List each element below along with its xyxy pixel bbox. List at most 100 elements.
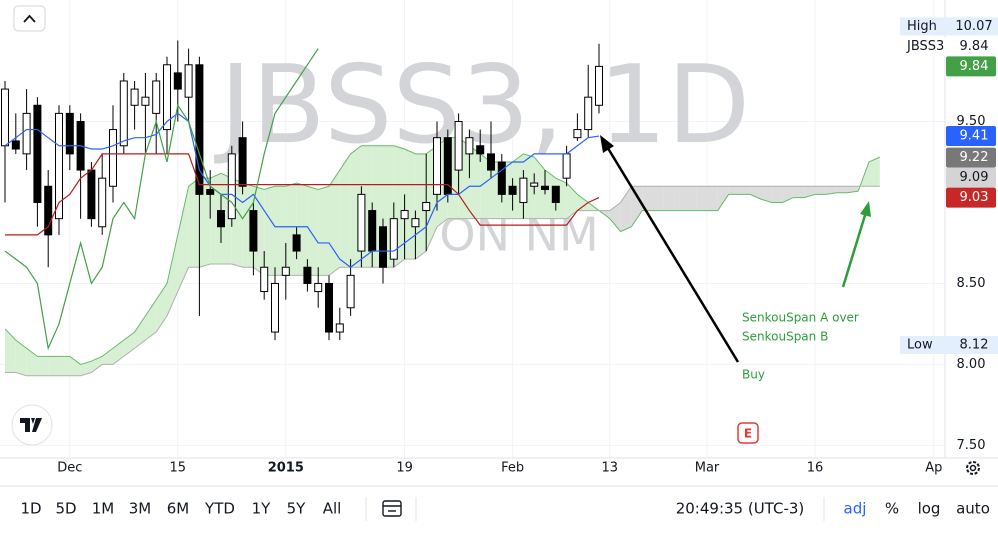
price-tag-value: 8.12	[960, 338, 989, 353]
indicator-line	[5, 153, 600, 236]
cloud-segment	[285, 183, 297, 276]
cloud-segment	[739, 186, 751, 195]
range-button[interactable]: 1M	[92, 500, 115, 518]
range-button[interactable]: YTD	[204, 500, 235, 518]
candle-body	[508, 185, 517, 195]
cloud-segment	[728, 186, 740, 195]
settings-icon[interactable]	[966, 461, 980, 475]
annotation: Buy	[742, 368, 765, 382]
candle-body	[411, 218, 420, 228]
cloud-segment	[674, 186, 686, 211]
candle-body	[454, 120, 463, 171]
logo-mark	[20, 418, 42, 432]
price-tag-value: 10.07	[955, 19, 992, 34]
range-button[interactable]: 5Y	[287, 500, 307, 518]
cloud-segment	[102, 348, 113, 365]
price-tag-label-box	[900, 37, 998, 56]
collapse-button[interactable]	[13, 5, 46, 32]
candle-body	[584, 96, 593, 131]
cloud-segment	[188, 178, 200, 268]
candle-body	[551, 185, 560, 203]
candle-body	[217, 210, 225, 228]
candle-body	[238, 137, 247, 187]
range-button[interactable]: 1Y	[252, 500, 272, 518]
logo[interactable]	[11, 404, 53, 446]
axes: 7.50 8.00 8.50 9.50 Dec 15 2015 19 Feb 13 Mar 16 Ap H…	[57, 17, 998, 476]
span-a-line	[4, 137, 881, 365]
cloud-segment	[167, 234, 178, 316]
range-button[interactable]: 1D	[20, 500, 41, 518]
toolbar: 1D 5D 1M 3M 6M YTD 1Y 5Y All 20:49:35 (UTC-3) adj%…	[20, 500, 989, 518]
candle-body	[346, 274, 355, 309]
calendar-icon[interactable]	[382, 500, 402, 517]
cloud-segment	[15, 340, 27, 376]
candle-body	[152, 80, 161, 114]
range-button[interactable]: 5D	[55, 500, 76, 518]
range-button[interactable]: 6M	[167, 500, 190, 518]
cloud-segment	[685, 186, 697, 211]
candle-body	[314, 282, 323, 293]
range-button[interactable]: 3M	[129, 500, 152, 518]
x-tick-label: Mar	[695, 461, 720, 476]
cloud-segment	[815, 186, 826, 195]
earnings-label[interactable]: E	[744, 427, 752, 441]
candle-body	[109, 129, 117, 187]
candle-body	[368, 210, 377, 252]
candle-body	[163, 64, 171, 131]
buy-arrow	[604, 144, 740, 363]
candle-body	[357, 193, 366, 252]
cloud-segment	[545, 170, 556, 219]
cloud-segment	[177, 186, 189, 292]
y-tick-label: 8.00	[957, 357, 986, 372]
cloud-segment	[37, 356, 49, 376]
candle-body	[260, 266, 269, 293]
candle-body	[379, 226, 387, 268]
cloud-segment	[48, 356, 59, 376]
candle-body	[573, 129, 582, 139]
earnings-icon[interactable]	[737, 422, 759, 444]
y-tick-label: 9.50	[957, 114, 986, 129]
price-tag-label-box	[900, 336, 998, 354]
cloud-segment	[318, 186, 329, 276]
cloud-segment	[69, 356, 81, 376]
candle-body	[335, 323, 344, 333]
x-tick-label: 16	[807, 461, 824, 476]
candle-body	[206, 189, 215, 195]
option-button[interactable]: adj	[844, 500, 867, 518]
candle-body	[433, 137, 441, 195]
x-tick-label: 13	[602, 461, 619, 476]
annotation: SenkouSpan A over	[742, 311, 859, 325]
option-button[interactable]: auto	[956, 500, 990, 518]
option-button[interactable]: %	[885, 500, 899, 518]
candle-body	[281, 266, 290, 276]
candle-body	[487, 153, 495, 171]
range-button[interactable]: All	[323, 500, 342, 518]
candle-body	[87, 169, 96, 220]
indicator-line	[4, 112, 600, 269]
annotation: SenkouSpan B	[742, 330, 828, 344]
price-tag-box	[946, 126, 996, 147]
candle-body	[141, 96, 150, 106]
candle-body	[530, 182, 539, 187]
candle-body	[541, 185, 549, 191]
cloud-segment	[404, 149, 416, 260]
x-tick-label: Ap	[925, 461, 942, 476]
grid	[0, 0, 945, 458]
date-range-icon[interactable]	[382, 500, 402, 517]
cloud-segment	[663, 186, 675, 211]
price-tag-value: 9.22	[960, 150, 989, 165]
price-tag-label-box	[900, 17, 998, 36]
cloud-segment	[825, 186, 837, 195]
option-button[interactable]: log	[918, 500, 941, 518]
candle-body	[303, 266, 312, 284]
cloud-segment	[329, 170, 340, 276]
price-tag-value: 9.41	[960, 129, 989, 144]
cloud-segment	[469, 145, 481, 219]
span-b-line	[5, 185, 880, 377]
cloud-segment	[707, 186, 718, 211]
candle-body	[173, 72, 182, 90]
cloud-segment	[869, 157, 880, 187]
cloud-segment	[339, 153, 351, 268]
candle-body	[227, 153, 236, 220]
